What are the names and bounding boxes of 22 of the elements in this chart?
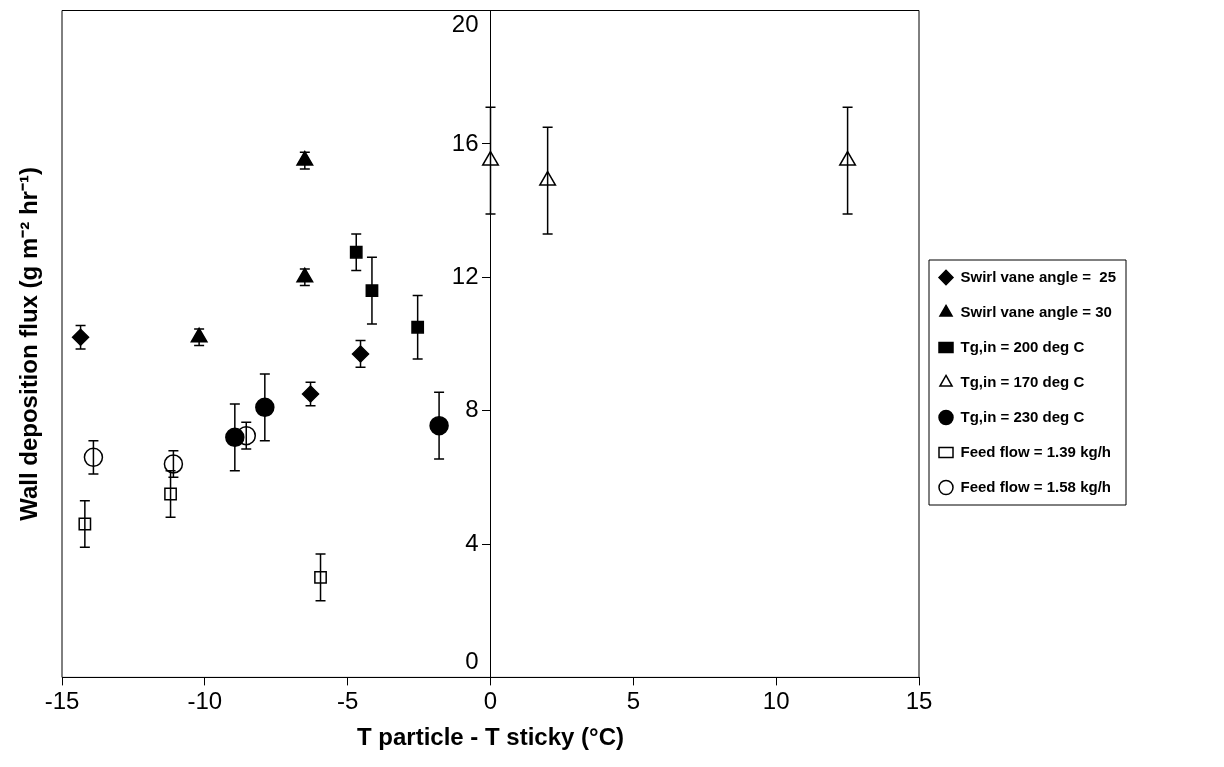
legend-label: Tg,in = 170 deg C bbox=[960, 372, 1085, 390]
y-tick-label: 0 bbox=[465, 647, 479, 675]
y-tick-label: 20 bbox=[451, 10, 479, 38]
x-tick-label: -10 bbox=[187, 687, 223, 715]
y-tick-label: 12 bbox=[451, 261, 479, 289]
legend-label: Swirl vane angle = 25 bbox=[960, 267, 1117, 285]
y-tick-label: 16 bbox=[451, 128, 479, 156]
legend-label: Feed flow = 1.39 kg/h bbox=[960, 442, 1111, 460]
legend-label: Feed flow = 1.58 kg/h bbox=[960, 477, 1111, 495]
y-tick-label: 8 bbox=[465, 395, 479, 423]
y-axis-title: Wall deposition flux (g m⁻² hr⁻¹) bbox=[14, 167, 42, 521]
x-tick-label: -5 bbox=[337, 687, 359, 715]
x-tick-label: -15 bbox=[44, 687, 80, 715]
legend-label: Tg,in = 230 deg C bbox=[960, 407, 1085, 425]
x-tick-label: 15 bbox=[905, 687, 933, 715]
x-tick-label: 0 bbox=[483, 687, 498, 715]
x-tick-label: 5 bbox=[626, 687, 641, 715]
legend-label: Tg,in = 200 deg C bbox=[960, 337, 1085, 355]
x-tick-label: 10 bbox=[762, 687, 790, 715]
y-tick-label: 4 bbox=[465, 528, 479, 556]
legend-label: Swirl vane angle = 30 bbox=[960, 302, 1112, 320]
x-axis-title: T particle - T sticky (°C) bbox=[357, 723, 624, 751]
